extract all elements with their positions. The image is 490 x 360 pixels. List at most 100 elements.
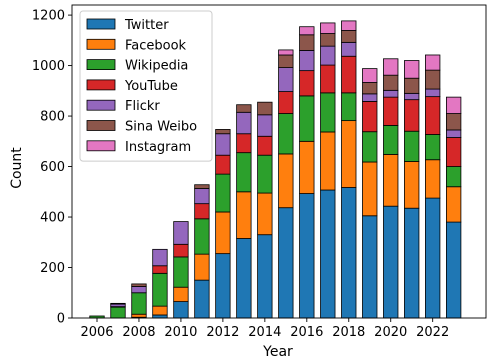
bar-flickr-2013: [236, 111, 252, 135]
bar-twitter-2015: [278, 207, 294, 319]
bar-instagram-2015: [278, 49, 294, 56]
bar-facebook-2014: [257, 192, 273, 236]
bar-wikipedia-2016: [299, 95, 315, 142]
bar-instagram-2021: [404, 60, 420, 79]
legend-label-wikipedia: Wikipedia: [125, 59, 188, 74]
bar-facebook-2011: [194, 253, 210, 281]
legend-swatch-flickr: [86, 99, 116, 111]
bar-youtube-2011: [194, 203, 210, 220]
bar-flickr-2022: [425, 88, 441, 98]
bar-sina-weibo-2022: [425, 69, 441, 90]
bar-youtube-2017: [320, 64, 336, 94]
bar-facebook-2016: [299, 140, 315, 194]
bar-flickr-2009: [152, 248, 168, 267]
bar-wikipedia-2009: [152, 272, 168, 307]
bar-wikipedia-2017: [320, 92, 336, 133]
bar-sina-weibo-2019: [362, 82, 378, 95]
bar-sina-weibo-2012: [215, 129, 231, 135]
bar-flickr-2018: [341, 41, 357, 57]
bar-sina-weibo-2016: [299, 34, 315, 51]
bar-facebook-2010: [173, 286, 189, 302]
bar-wikipedia-2013: [236, 152, 252, 193]
bar-wikipedia-2011: [194, 218, 210, 255]
bar-twitter-2013: [236, 238, 252, 319]
bar-flickr-2012: [215, 133, 231, 156]
bar-instagram-2017: [320, 22, 336, 34]
bar-sina-weibo-2007: [110, 302, 126, 305]
bar-facebook-2015: [278, 153, 294, 209]
bar-twitter-2011: [194, 279, 210, 319]
bar-facebook-2022: [425, 159, 441, 199]
bar-instagram-2020: [383, 58, 399, 76]
axes-layer: 0 200 400 600 800 1000 1200 2006 2008 2010 2012 201…: [32, 4, 487, 340]
bar-wikipedia-2010: [173, 256, 189, 288]
bar-flickr-2019: [362, 93, 378, 102]
bar-twitter-2018: [341, 187, 357, 319]
x-tick-label-2006: 2006: [80, 325, 113, 340]
bar-facebook-2012: [215, 211, 231, 255]
bar-sina-weibo-2021: [404, 77, 420, 94]
x-tick-label-2022: 2022: [416, 325, 449, 340]
bar-sina-weibo-2018: [341, 30, 357, 43]
plot-frame: [71, 4, 487, 319]
bar-twitter-2020: [383, 205, 399, 319]
legend-label-sina-weibo: Sina Weibo: [125, 120, 197, 135]
x-tick-label-2020: 2020: [374, 325, 407, 340]
bar-sina-weibo-2014: [257, 101, 273, 116]
legend-swatch-twitter: [86, 18, 116, 30]
bar-sina-weibo-2017: [320, 33, 336, 47]
bar-sina-weibo-2020: [383, 74, 399, 91]
bar-sina-weibo-2023: [446, 113, 462, 131]
bar-flickr-2011: [194, 188, 210, 205]
bar-twitter-2012: [215, 253, 231, 319]
bar-sina-weibo-2015: [278, 54, 294, 68]
bar-twitter-2014: [257, 234, 273, 319]
bar-twitter-2021: [404, 207, 420, 319]
legend-swatch-youtube: [86, 79, 116, 91]
y-tick-label-0: 0: [57, 312, 65, 327]
legend-swatch-instagram: [86, 140, 116, 152]
x-tick-label-2014: 2014: [248, 325, 281, 340]
bar-wikipedia-2014: [257, 154, 273, 194]
bar-twitter-2016: [299, 193, 315, 319]
x-tick-label-2018: 2018: [332, 325, 365, 340]
bar-twitter-2019: [362, 215, 378, 319]
bar-wikipedia-2019: [362, 131, 378, 163]
bar-wikipedia-2021: [404, 130, 420, 162]
legend: Twitter Facebook Wikipedia YouTube Flickr Sin…: [79, 10, 213, 162]
bar-youtube-2016: [299, 70, 315, 97]
bar-twitter-2017: [320, 189, 336, 319]
bar-wikipedia-2007: [110, 306, 126, 319]
bar-wikipedia-2008: [131, 292, 147, 315]
bar-youtube-2012: [215, 154, 231, 175]
bar-flickr-2016: [299, 50, 315, 72]
bar-flickr-2014: [257, 114, 273, 137]
bar-youtube-2023: [446, 137, 462, 167]
bar-wikipedia-2015: [278, 113, 294, 155]
bar-youtube-2010: [173, 243, 189, 258]
bar-youtube-2009: [152, 265, 168, 274]
y-axis-label: Count: [9, 147, 25, 189]
bar-flickr-2020: [383, 89, 399, 98]
bar-flickr-2017: [320, 45, 336, 66]
y-tick-label-200: 200: [40, 261, 65, 276]
x-tick-label-2010: 2010: [164, 325, 197, 340]
bar-facebook-2013: [236, 191, 252, 239]
bar-youtube-2014: [257, 135, 273, 156]
bar-flickr-2021: [404, 92, 420, 101]
bar-flickr-2010: [173, 221, 189, 245]
bar-flickr-2023: [446, 129, 462, 138]
bar-youtube-2015: [278, 91, 294, 114]
bars-layer: [89, 20, 462, 319]
bar-facebook-2018: [341, 120, 357, 188]
bar-twitter-2023: [446, 221, 462, 319]
bar-facebook-2008: [131, 313, 147, 318]
bar-facebook-2017: [320, 131, 336, 191]
y-tick-label-800: 800: [40, 110, 65, 125]
bar-instagram-2019: [362, 68, 378, 83]
bar-flickr-2008: [131, 286, 147, 294]
bar-sina-weibo-2013: [236, 104, 252, 113]
y-tick-label-400: 400: [40, 211, 65, 226]
bar-youtube-2019: [362, 101, 378, 133]
bar-instagram-2018: [341, 20, 357, 31]
